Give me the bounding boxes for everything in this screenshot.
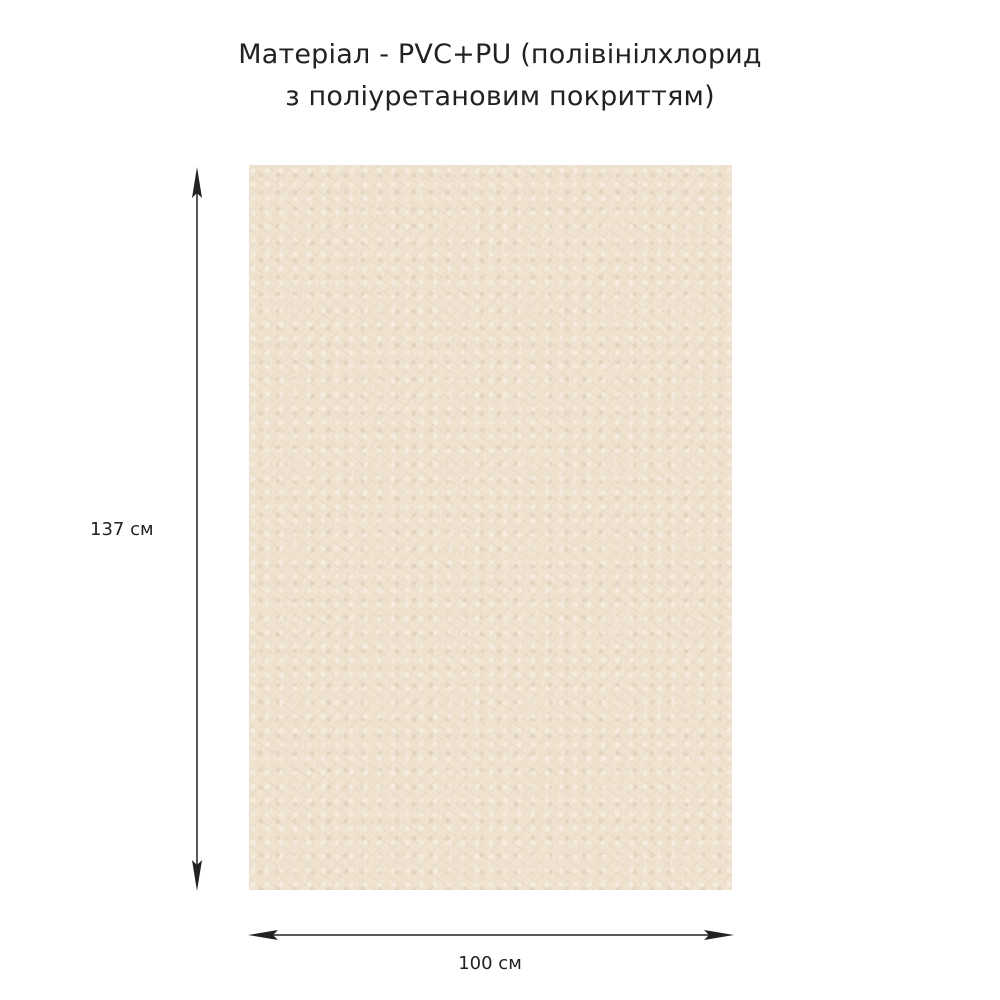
width-label: 100 см [458,953,522,974]
title-line-1: Матеріал - PVC+PU (полівінілхлорид [238,39,762,70]
title-line-2: з поліуретановим покриттям) [285,81,715,112]
height-arrow [192,167,202,891]
width-arrow [248,930,734,940]
height-label: 137 см [90,519,154,540]
material-swatch [249,165,732,890]
material-title: Матеріал - PVC+PU (полівінілхлорид з пол… [0,34,1000,118]
